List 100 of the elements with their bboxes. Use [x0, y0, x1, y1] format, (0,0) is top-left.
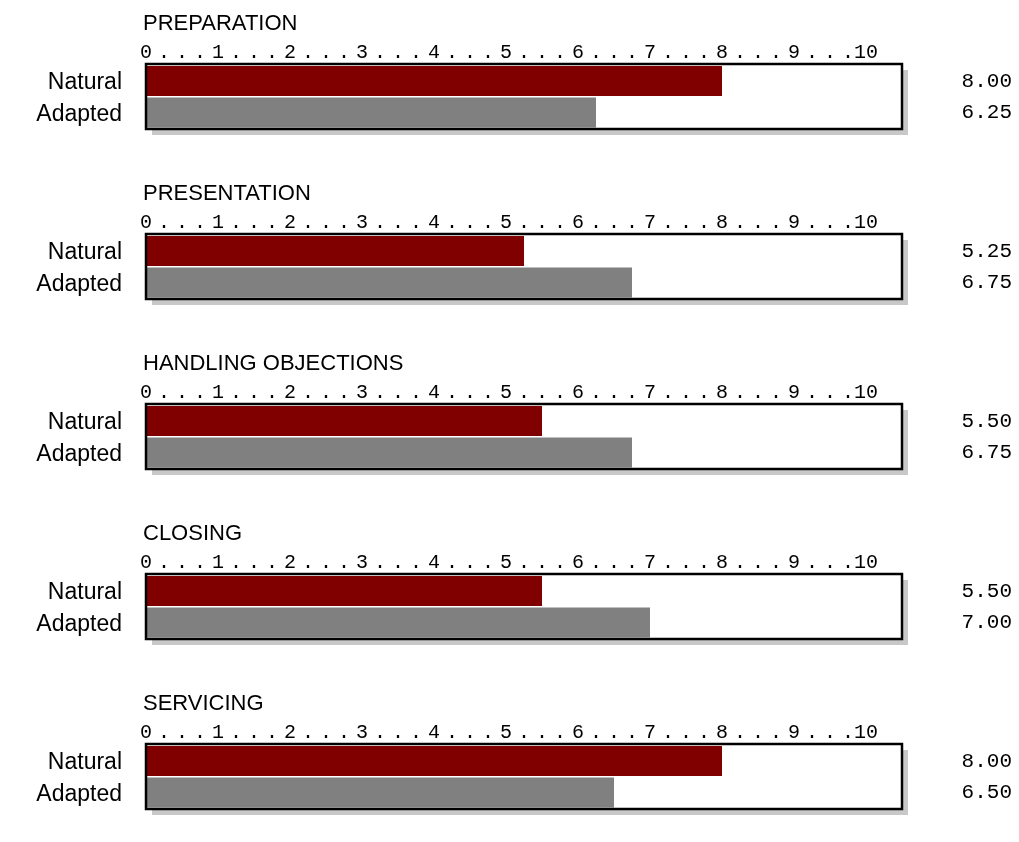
x-tick-label: 3 — [355, 41, 369, 64]
x-tick-label: . — [589, 41, 603, 64]
x-tick-label: . — [157, 381, 171, 404]
x-tick-label: 8 — [715, 211, 729, 234]
y-tick-label: Natural — [47, 578, 122, 604]
x-tick-label: . — [409, 41, 423, 64]
x-tick-label: . — [265, 551, 279, 574]
x-tick-label: 2 — [283, 381, 297, 404]
x-tick-label: . — [805, 381, 819, 404]
x-tick-label: . — [193, 721, 207, 744]
x-tick-label: 6 — [571, 381, 585, 404]
x-tick-label: . — [553, 41, 567, 64]
x-tick-label: . — [445, 41, 459, 64]
x-tick-label: 8 — [715, 381, 729, 404]
x-tick-label: . — [733, 211, 747, 234]
x-tick-label: . — [625, 721, 639, 744]
chart-title: CLOSING — [143, 520, 243, 545]
x-tick-label: . — [157, 41, 171, 64]
data-label: 7.00 — [961, 611, 1012, 634]
x-tick-label: 4 — [427, 211, 441, 234]
x-tick-label: . — [751, 211, 765, 234]
x-tick-label: . — [319, 721, 333, 744]
x-tick-label: . — [463, 551, 477, 574]
chart-title: SERVICING — [143, 690, 264, 715]
x-tick-label: . — [337, 381, 351, 404]
x-tick-label: 6 — [571, 551, 585, 574]
x-tick-label: . — [265, 381, 279, 404]
x-tick-label: 7 — [643, 381, 657, 404]
x-tick-label: . — [607, 381, 621, 404]
x-tick-label: . — [373, 41, 387, 64]
x-tick-label: . — [337, 211, 351, 234]
x-tick-label: 0 — [139, 41, 153, 64]
x-tick-label: . — [481, 211, 495, 234]
x-tick-label: . — [301, 721, 315, 744]
x-tick-label: 3 — [355, 551, 369, 574]
x-tick-label: . — [391, 381, 405, 404]
x-tick-label: . — [733, 381, 747, 404]
x-tick-label: . — [445, 721, 459, 744]
x-tick-label: 1 — [211, 721, 225, 744]
x-tick-label: . — [625, 41, 639, 64]
x-tick-label: 6 — [571, 211, 585, 234]
x-tick-label: . — [175, 551, 189, 574]
x-tick-label: 8 — [715, 551, 729, 574]
x-tick-label: . — [319, 211, 333, 234]
x-tick-label: . — [391, 211, 405, 234]
x-tick-label: . — [463, 211, 477, 234]
x-tick-label: 5 — [499, 381, 513, 404]
x-tick-label: . — [841, 551, 855, 574]
x-tick-label: . — [841, 721, 855, 744]
x-tick-label: 5 — [499, 211, 513, 234]
x-tick-label: . — [517, 211, 531, 234]
x-tick-label: . — [463, 41, 477, 64]
x-tick-label: 0 — [139, 551, 153, 574]
x-tick-label: . — [409, 211, 423, 234]
x-tick-label: 7 — [643, 721, 657, 744]
x-tick-label: 1 — [211, 551, 225, 574]
x-tick-label: . — [391, 41, 405, 64]
x-tick-label: . — [769, 41, 783, 64]
data-label: 8.00 — [961, 69, 1012, 93]
y-tick-label: Adapted — [36, 439, 122, 466]
x-tick-label: . — [553, 721, 567, 744]
x-tick-label: . — [589, 381, 603, 404]
x-tick-label: 10 — [853, 721, 879, 744]
x-tick-label: . — [625, 551, 639, 574]
x-tick-label: 10 — [853, 551, 879, 574]
x-tick-label: . — [751, 551, 765, 574]
x-tick-label: 2 — [283, 41, 297, 64]
x-tick-label: . — [175, 211, 189, 234]
x-tick-label: . — [463, 721, 477, 744]
x-tick-label: . — [823, 41, 837, 64]
x-tick-label: . — [697, 721, 711, 744]
x-tick-label: . — [481, 41, 495, 64]
x-tick-label: . — [769, 381, 783, 404]
x-tick-label: . — [409, 721, 423, 744]
x-tick-label: . — [193, 551, 207, 574]
x-tick-label: 9 — [787, 211, 801, 234]
x-tick-label: . — [769, 721, 783, 744]
x-tick-label: . — [247, 211, 261, 234]
data-label: 6.25 — [961, 101, 1012, 124]
x-tick-label: . — [229, 721, 243, 744]
chart-title: HANDLING OBJECTIONS — [143, 350, 404, 375]
x-tick-label: . — [229, 211, 243, 234]
x-tick-label: . — [301, 551, 315, 574]
x-tick-label: . — [607, 211, 621, 234]
x-tick-label: . — [805, 41, 819, 64]
x-tick-label: 4 — [427, 551, 441, 574]
y-tick-label: Natural — [47, 748, 122, 774]
x-tick-label: 5 — [499, 41, 513, 64]
x-tick-label: . — [661, 381, 675, 404]
x-tick-label: . — [733, 721, 747, 744]
x-tick-label: . — [697, 381, 711, 404]
x-tick-label: . — [625, 381, 639, 404]
x-tick-label: . — [751, 41, 765, 64]
data-label: 5.50 — [961, 409, 1012, 433]
x-tick-label: . — [175, 721, 189, 744]
x-tick-label: . — [391, 551, 405, 574]
x-tick-label: . — [661, 551, 675, 574]
data-label: 5.50 — [961, 579, 1012, 603]
data-label: 6.75 — [961, 441, 1012, 464]
x-tick-label: 10 — [853, 381, 879, 404]
